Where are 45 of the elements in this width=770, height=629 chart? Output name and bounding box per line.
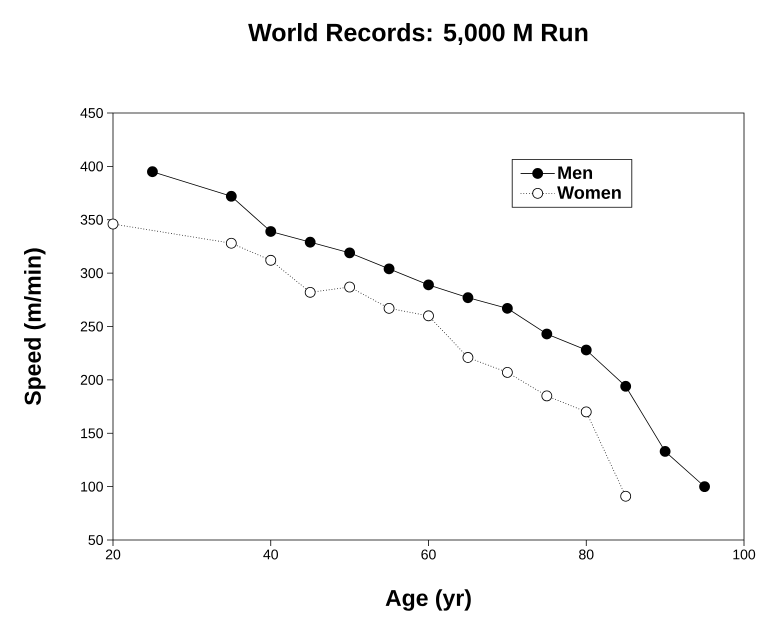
point [502, 302, 513, 314]
y-tick-label: 50 [88, 535, 103, 545]
point [108, 218, 118, 230]
chart-title: World Records: 5,000 M Run [248, 23, 588, 45]
point [502, 367, 513, 378]
point [620, 490, 632, 502]
point [541, 328, 552, 340]
point [384, 302, 394, 314]
y-tick-label: 200 [80, 374, 103, 385]
x-tick-label: 60 [421, 550, 436, 560]
point [147, 166, 158, 178]
point [344, 282, 356, 292]
y-tick-label: 250 [80, 322, 103, 332]
x-axis-title: Age (yr) [386, 589, 471, 611]
y-tick-label: 400 [80, 161, 103, 172]
y-tick-label: 100 [81, 482, 103, 492]
legend-label: Men [558, 166, 592, 180]
point [344, 247, 356, 258]
y-tick-label: 450 [80, 108, 103, 118]
x-tick-label: 20 [106, 550, 120, 560]
point [304, 236, 316, 248]
point [462, 352, 474, 363]
y-tick-label: 300 [80, 268, 103, 278]
point [423, 310, 434, 322]
y-axis-title: Speed (m/min) [24, 248, 46, 406]
x-tick-label: 40 [263, 550, 278, 560]
y-tick-label: 150 [81, 428, 103, 438]
x-tick-label: 100 [733, 550, 756, 560]
x-tick-label: 80 [579, 550, 594, 560]
legend-label: Women [557, 186, 621, 199]
point [226, 238, 237, 249]
point [462, 292, 474, 304]
point [304, 286, 316, 298]
point [660, 446, 671, 457]
point [384, 263, 394, 274]
point [580, 406, 592, 418]
y-tick-label: 350 [80, 214, 103, 225]
point [226, 190, 237, 202]
point [265, 226, 276, 237]
point [699, 481, 710, 492]
point [620, 380, 632, 392]
point [423, 279, 434, 290]
point [265, 254, 276, 266]
point [541, 390, 552, 402]
point [580, 344, 592, 356]
